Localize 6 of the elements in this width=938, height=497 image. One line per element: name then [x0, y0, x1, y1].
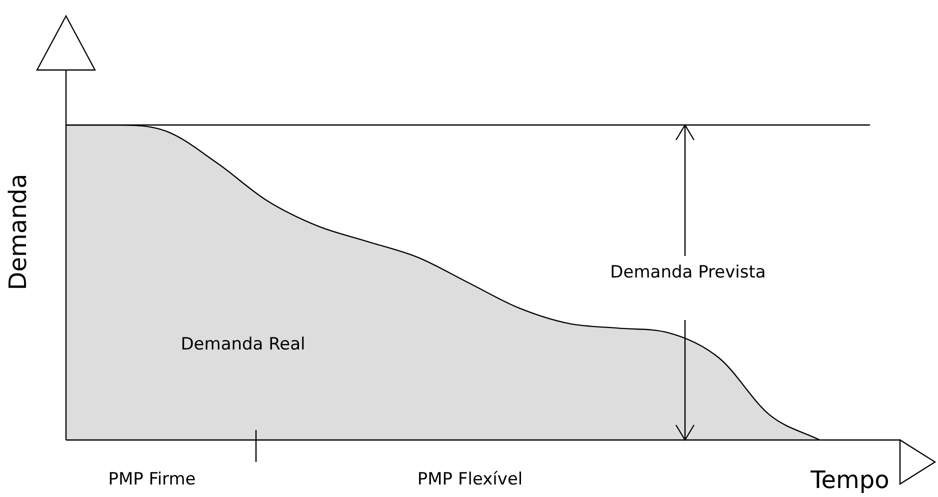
text: PMP Flexível — [417, 469, 523, 490]
annotation: Demanda Real — [180, 334, 306, 354]
x-axis-title: Tempo — [810, 466, 890, 494]
y-axis-title: Demanda — [4, 174, 32, 290]
text: PMP Firme — [108, 469, 196, 490]
annotation: Demanda Prevista — [610, 262, 766, 282]
